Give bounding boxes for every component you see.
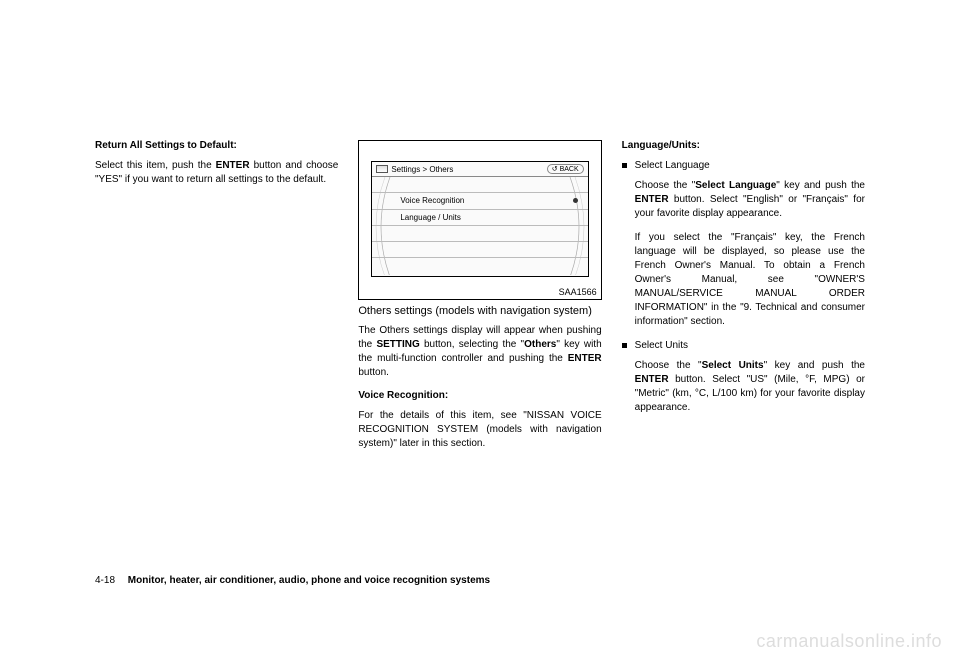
screen-header: Settings > Others ↺ BACK bbox=[372, 162, 587, 177]
heading-return-defaults: Return All Settings to Default: bbox=[95, 140, 338, 151]
back-button: ↺ BACK bbox=[547, 164, 584, 174]
para-others-settings: The Others settings display will appear … bbox=[358, 324, 601, 380]
settings-header-icon bbox=[376, 165, 388, 173]
figure-label: SAA1566 bbox=[559, 287, 597, 297]
screen-row-empty bbox=[372, 258, 587, 274]
bullet-select-units: Select Units bbox=[622, 339, 865, 353]
bullet-text-select-units: Select Units bbox=[635, 339, 865, 353]
page-footer: 4-18 Monitor, heater, air conditioner, a… bbox=[95, 575, 490, 586]
screen-row-empty bbox=[372, 177, 587, 193]
para-select-language-2: If you select the "Français" key, the Fr… bbox=[635, 231, 865, 329]
footer-title: Monitor, heater, air conditioner, audio,… bbox=[128, 575, 490, 586]
watermark: carmanualsonline.info bbox=[756, 631, 942, 652]
heading-voice-recognition: Voice Recognition: bbox=[358, 390, 601, 401]
settings-screen: Settings > Others ↺ BACK bbox=[371, 161, 588, 277]
bullet-icon bbox=[622, 343, 627, 348]
para-select-units: Choose the "Select Units" key and push t… bbox=[635, 359, 865, 415]
row-voice-label: Voice Recognition bbox=[400, 196, 464, 205]
bullet-text-select-language: Select Language bbox=[635, 159, 865, 173]
dot-icon bbox=[573, 198, 578, 203]
bullet-icon bbox=[622, 163, 627, 168]
page-columns: Return All Settings to Default: Select t… bbox=[95, 140, 865, 461]
screen-row-empty bbox=[372, 242, 587, 258]
column-1: Return All Settings to Default: Select t… bbox=[95, 140, 338, 461]
para-return-defaults: Select this item, push the ENTER button … bbox=[95, 159, 338, 187]
back-arrow-icon: ↺ bbox=[552, 165, 558, 173]
screen-body: Voice Recognition Language / Units bbox=[372, 177, 587, 275]
row-language-label: Language / Units bbox=[400, 213, 461, 222]
column-2: Settings > Others ↺ BACK bbox=[358, 140, 601, 461]
para-voice-recognition: For the details of this item, see "NISSA… bbox=[358, 409, 601, 451]
column-3: Language/Units: Select Language Choose t… bbox=[622, 140, 865, 461]
screen-row-language: Language / Units bbox=[372, 210, 587, 226]
page-number: 4-18 bbox=[95, 575, 115, 586]
bullet-select-language: Select Language bbox=[622, 159, 865, 173]
breadcrumb: Settings > Others bbox=[391, 165, 453, 174]
screen-row-voice: Voice Recognition bbox=[372, 193, 587, 209]
heading-language-units: Language/Units: bbox=[622, 140, 865, 151]
subheading-others-settings: Others settings (models with navigation … bbox=[358, 304, 601, 318]
back-label: BACK bbox=[560, 166, 579, 173]
settings-figure: Settings > Others ↺ BACK bbox=[358, 140, 601, 300]
screen-row-empty bbox=[372, 226, 587, 242]
para-select-language-1: Choose the "Select Language" key and pus… bbox=[635, 179, 865, 221]
